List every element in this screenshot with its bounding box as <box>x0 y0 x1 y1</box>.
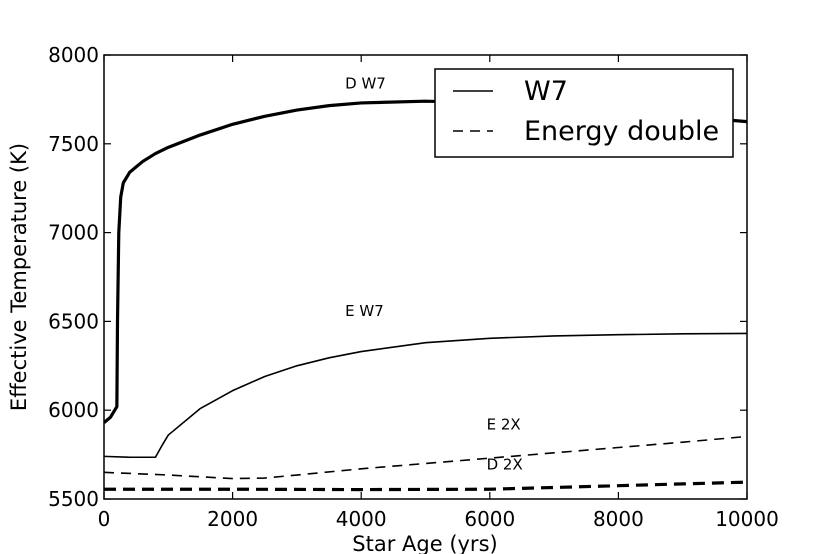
x-tick-label: 6000 <box>464 507 515 531</box>
legend: W7 Energy double <box>434 68 734 158</box>
y-tick-label: 5500 <box>48 487 99 511</box>
x-tick-label: 2000 <box>207 507 258 531</box>
y-tick-label: 7500 <box>48 132 99 156</box>
series-line-e-2x <box>104 435 747 480</box>
y-tick-label: 7000 <box>48 221 99 245</box>
annotation-e-w7: E W7 <box>345 302 384 320</box>
y-tick-label: 6500 <box>48 309 99 333</box>
annotation-layer: D W7 E W7 E 2X D 2X <box>345 75 523 474</box>
series-line-e-w7 <box>104 332 747 459</box>
x-tick-label: 4000 <box>336 507 387 531</box>
series-layer <box>104 99 747 492</box>
annotation-e-2x: E 2X <box>487 416 521 434</box>
legend-box <box>434 68 734 158</box>
x-axis-label: Star Age (yrs) <box>352 532 497 554</box>
series-line-d-2x <box>104 480 747 492</box>
y-axis-label: Effective Temperature (K) <box>7 143 31 411</box>
plot-frame <box>103 54 748 500</box>
annotation-d-w7: D W7 <box>345 75 386 93</box>
x-tick-label: 8000 <box>593 507 644 531</box>
x-tick-label: 0 <box>98 507 111 531</box>
annotation-d-2x: D 2X <box>487 456 523 474</box>
y-tick-label: 6000 <box>48 398 99 422</box>
legend-label-w7: W7 <box>524 76 568 107</box>
legend-label-energy-double: Energy double <box>524 116 719 147</box>
tick-layer: 0 2000 4000 6000 8000 10000 5500 6000 6500 7000 75… <box>48 43 779 531</box>
x-tick-label: 10000 <box>715 507 779 531</box>
y-tick-label: 8000 <box>48 43 99 67</box>
